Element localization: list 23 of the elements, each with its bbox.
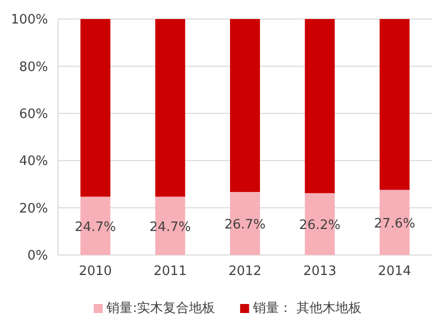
- x-tick-label: 2013: [303, 264, 336, 279]
- bar: [155, 19, 186, 197]
- data-label: 24.7%: [150, 220, 191, 235]
- x-tick-label: 2012: [228, 264, 262, 279]
- data-label: 26.2%: [299, 218, 340, 234]
- bar: [80, 19, 110, 197]
- data-label: 26.7%: [224, 217, 266, 232]
- y-tick-label: 20%: [19, 201, 48, 216]
- data-label: 27.6%: [374, 216, 416, 232]
- y-tick-label: 60%: [19, 106, 48, 122]
- legend-label: 销量:实木复合地板: [106, 301, 216, 316]
- y-tick-label: 80%: [19, 60, 48, 75]
- data-label: 24.7%: [74, 220, 116, 235]
- x-tick-label: 2010: [78, 264, 112, 279]
- bar: [230, 19, 260, 192]
- x-tick-label: 2011: [154, 264, 187, 279]
- bar: [304, 19, 335, 194]
- y-tick-label: 100%: [10, 12, 48, 28]
- y-tick-label: 0%: [27, 248, 48, 264]
- legend-label: 销量： 其他木地板: [252, 301, 362, 316]
- bar: [380, 19, 410, 190]
- x-tick-label: 2014: [378, 264, 412, 279]
- y-tick-label: 40%: [19, 154, 48, 170]
